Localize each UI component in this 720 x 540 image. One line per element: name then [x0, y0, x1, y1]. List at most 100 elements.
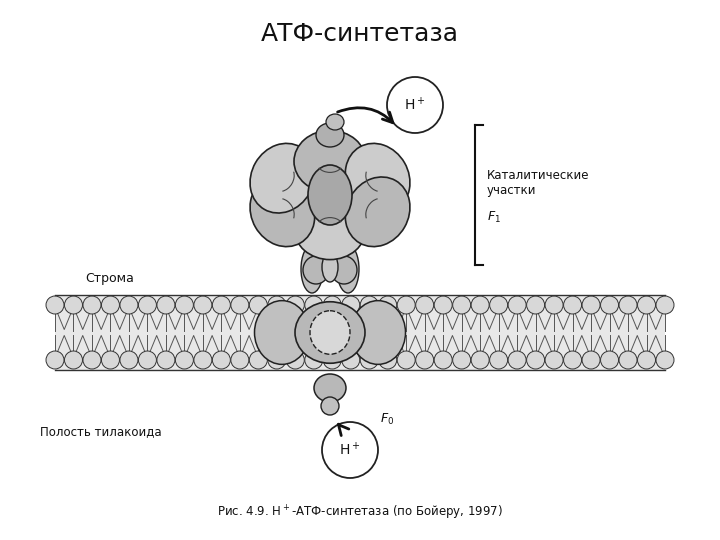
Circle shape — [397, 351, 415, 369]
Circle shape — [526, 296, 544, 314]
Circle shape — [600, 351, 618, 369]
Ellipse shape — [326, 114, 344, 130]
Circle shape — [138, 296, 156, 314]
Circle shape — [619, 351, 637, 369]
Circle shape — [305, 296, 323, 314]
Circle shape — [360, 296, 378, 314]
Circle shape — [379, 296, 397, 314]
Ellipse shape — [295, 302, 365, 363]
Circle shape — [323, 296, 341, 314]
Circle shape — [176, 351, 194, 369]
Text: Рис. 4.9. Н$^+$-АТФ-синтетаза (по Бойеру, 1997): Рис. 4.9. Н$^+$-АТФ-синтетаза (по Бойеру… — [217, 504, 503, 522]
Circle shape — [453, 351, 471, 369]
Circle shape — [231, 351, 249, 369]
Circle shape — [120, 351, 138, 369]
Circle shape — [490, 296, 508, 314]
Circle shape — [656, 296, 674, 314]
Circle shape — [453, 296, 471, 314]
Circle shape — [212, 296, 230, 314]
Circle shape — [471, 296, 489, 314]
Circle shape — [268, 351, 286, 369]
Ellipse shape — [322, 252, 338, 282]
Circle shape — [582, 351, 600, 369]
Text: Полость тилакоида: Полость тилакоида — [40, 425, 161, 438]
Circle shape — [342, 296, 360, 314]
Circle shape — [434, 296, 452, 314]
Circle shape — [65, 351, 83, 369]
Text: АТФ-синтетаза: АТФ-синтетаза — [261, 22, 459, 46]
Circle shape — [637, 296, 655, 314]
Circle shape — [46, 351, 64, 369]
Circle shape — [120, 296, 138, 314]
Text: $F_1$: $F_1$ — [487, 210, 501, 225]
Circle shape — [46, 296, 64, 314]
Ellipse shape — [321, 397, 339, 415]
Circle shape — [379, 351, 397, 369]
Circle shape — [102, 351, 120, 369]
Circle shape — [508, 296, 526, 314]
Ellipse shape — [301, 245, 323, 293]
Circle shape — [360, 351, 378, 369]
Circle shape — [600, 296, 618, 314]
Circle shape — [102, 296, 120, 314]
Circle shape — [387, 77, 443, 133]
Circle shape — [287, 296, 305, 314]
Ellipse shape — [250, 144, 315, 213]
Circle shape — [157, 296, 175, 314]
Circle shape — [83, 351, 101, 369]
Circle shape — [564, 351, 582, 369]
Ellipse shape — [308, 165, 352, 225]
Circle shape — [434, 351, 452, 369]
Circle shape — [564, 296, 582, 314]
Circle shape — [231, 296, 249, 314]
Circle shape — [490, 351, 508, 369]
Circle shape — [545, 296, 563, 314]
Ellipse shape — [310, 310, 350, 354]
Circle shape — [619, 296, 637, 314]
Text: H$^+$: H$^+$ — [339, 441, 361, 458]
Ellipse shape — [250, 177, 315, 247]
Circle shape — [342, 351, 360, 369]
Ellipse shape — [316, 123, 344, 147]
Circle shape — [194, 296, 212, 314]
Ellipse shape — [254, 301, 310, 364]
Circle shape — [471, 351, 489, 369]
Text: Каталитические
участки: Каталитические участки — [487, 169, 590, 197]
Circle shape — [637, 351, 655, 369]
Text: H$^+$: H$^+$ — [404, 96, 426, 113]
Circle shape — [287, 351, 305, 369]
Circle shape — [176, 296, 194, 314]
Ellipse shape — [346, 144, 410, 213]
Ellipse shape — [346, 177, 410, 247]
Circle shape — [397, 296, 415, 314]
Text: $F_0$: $F_0$ — [380, 412, 394, 427]
Circle shape — [65, 296, 83, 314]
Circle shape — [582, 296, 600, 314]
Circle shape — [508, 351, 526, 369]
Circle shape — [249, 351, 267, 369]
Circle shape — [268, 296, 286, 314]
Text: Строма: Строма — [85, 272, 134, 285]
Circle shape — [415, 296, 433, 314]
Circle shape — [323, 351, 341, 369]
Ellipse shape — [331, 256, 357, 284]
Ellipse shape — [351, 301, 405, 364]
Circle shape — [526, 351, 544, 369]
Circle shape — [83, 296, 101, 314]
Circle shape — [212, 351, 230, 369]
Circle shape — [157, 351, 175, 369]
Circle shape — [415, 351, 433, 369]
Ellipse shape — [294, 198, 366, 260]
Circle shape — [194, 351, 212, 369]
Circle shape — [545, 351, 563, 369]
Ellipse shape — [314, 374, 346, 402]
Ellipse shape — [294, 130, 366, 192]
Bar — [55, 295, 665, 370]
Circle shape — [305, 351, 323, 369]
Ellipse shape — [303, 256, 329, 284]
Circle shape — [656, 351, 674, 369]
Ellipse shape — [337, 245, 359, 293]
Circle shape — [138, 351, 156, 369]
Circle shape — [322, 422, 378, 478]
Circle shape — [249, 296, 267, 314]
